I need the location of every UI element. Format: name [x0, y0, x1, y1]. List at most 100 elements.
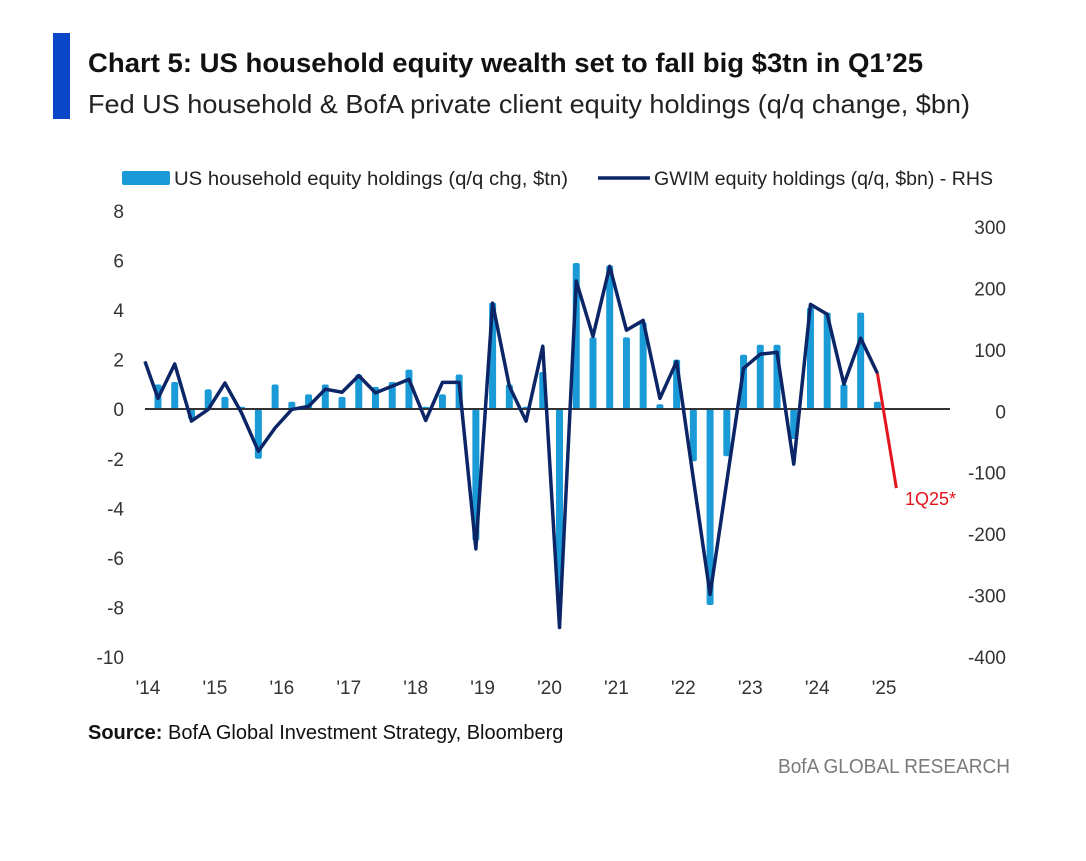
title-accent-bar [53, 33, 70, 119]
bar [873, 401, 881, 410]
bar [622, 337, 630, 410]
right-tick-label: 200 [974, 279, 1006, 300]
line-point [157, 397, 159, 399]
forecast-annotation: 1Q25* [905, 489, 956, 509]
left-tick-label: 2 [113, 351, 124, 372]
right-tick-label: -100 [968, 464, 1006, 485]
line-point [776, 351, 778, 353]
line-point [308, 405, 310, 407]
x-tick-label: '22 [671, 678, 696, 699]
line-point [809, 303, 811, 305]
right-tick-label: -300 [968, 587, 1006, 608]
chart-title: Chart 5: US household equity wealth set … [88, 48, 923, 78]
line-point [642, 319, 644, 321]
x-tick-label: '20 [537, 678, 562, 699]
line-point [575, 280, 577, 282]
line-point [843, 383, 845, 385]
x-tick-label: '15 [203, 678, 228, 699]
x-tick-label: '16 [269, 678, 294, 699]
bar [656, 404, 664, 410]
left-tick-label: -10 [97, 648, 124, 669]
left-tick-label: 6 [113, 252, 124, 273]
bar [355, 374, 363, 410]
line-point [441, 381, 443, 383]
source-label: Source: [88, 722, 162, 744]
source-text: BofA Global Investment Strategy, Bloombe… [162, 722, 563, 744]
line-point [726, 480, 728, 482]
legend-bar-swatch [122, 171, 170, 185]
line-point [559, 627, 561, 629]
brand-footer: BofA GLOBAL RESEARCH [778, 756, 1010, 778]
bar [689, 409, 697, 462]
right-tick-label: 0 [995, 402, 1006, 423]
right-tick-label: 300 [974, 218, 1006, 239]
left-tick-label: -6 [107, 549, 124, 570]
x-tick-label: '19 [470, 678, 495, 699]
left-tick-label: -2 [107, 450, 124, 471]
bar [221, 396, 229, 410]
line-point [692, 478, 694, 480]
bar [756, 344, 764, 410]
line-series [143, 264, 898, 630]
line-point [475, 548, 477, 550]
line-point [391, 385, 393, 387]
line-point [324, 388, 326, 390]
line-point [525, 420, 527, 422]
bar [723, 409, 731, 457]
line-point [257, 450, 259, 452]
line-point [625, 329, 627, 331]
line-point [659, 397, 661, 399]
x-tick-label: '18 [403, 678, 428, 699]
bar [556, 409, 564, 596]
x-tick-label: '24 [805, 678, 830, 699]
line-point [609, 265, 611, 267]
chart-subtitle: Fed US household & BofA private client e… [88, 89, 970, 119]
line-point [492, 302, 494, 304]
line-point [508, 385, 510, 387]
line-point [274, 427, 276, 429]
bar-series [154, 263, 881, 605]
gwim-line [143, 264, 879, 630]
x-axis-ticks: '14 '15 '16 '17 '18 '19 '20 '21 '22 '23 '24 '25 [136, 678, 897, 699]
source-note: Source: BofA Global Investment Strategy,… [88, 722, 563, 744]
line-point [425, 420, 427, 421]
bar [271, 384, 279, 410]
right-tick-label: 100 [974, 341, 1006, 362]
bar [589, 337, 597, 410]
bar [706, 409, 714, 605]
line-point [291, 408, 293, 410]
x-tick-label: '23 [738, 678, 763, 699]
line-point [341, 391, 343, 393]
left-tick-label: 4 [113, 301, 124, 322]
line-point [826, 313, 828, 315]
line-point [709, 593, 711, 595]
line-point [207, 408, 209, 410]
left-tick-label: 8 [113, 202, 124, 223]
line-point [592, 335, 594, 337]
line-point [224, 382, 226, 384]
line-point [458, 381, 460, 383]
line-point [408, 378, 410, 380]
bar [857, 312, 865, 410]
left-axis-ticks: 8 6 4 2 0 -2 -4 -6 -8 -10 [97, 202, 125, 669]
line-point [743, 367, 745, 369]
line-point [374, 392, 376, 394]
line-point [144, 361, 146, 363]
bar [606, 265, 614, 410]
bar [171, 381, 179, 410]
forecast-line [875, 372, 898, 489]
bar [823, 312, 831, 410]
legend-label-bars: US household equity holdings (q/q chg, $… [174, 169, 568, 190]
line-point [358, 375, 360, 377]
line-point [190, 420, 192, 422]
left-tick-label: -4 [107, 499, 124, 520]
bar [639, 322, 647, 410]
right-tick-label: -200 [968, 525, 1006, 546]
bar [338, 396, 346, 410]
right-tick-label: -400 [968, 648, 1006, 669]
line-point [241, 412, 243, 414]
left-tick-label: 0 [113, 400, 124, 421]
legend-label-line: GWIM equity holdings (q/q, $bn) - RHS [654, 169, 993, 190]
line-point [676, 361, 678, 363]
